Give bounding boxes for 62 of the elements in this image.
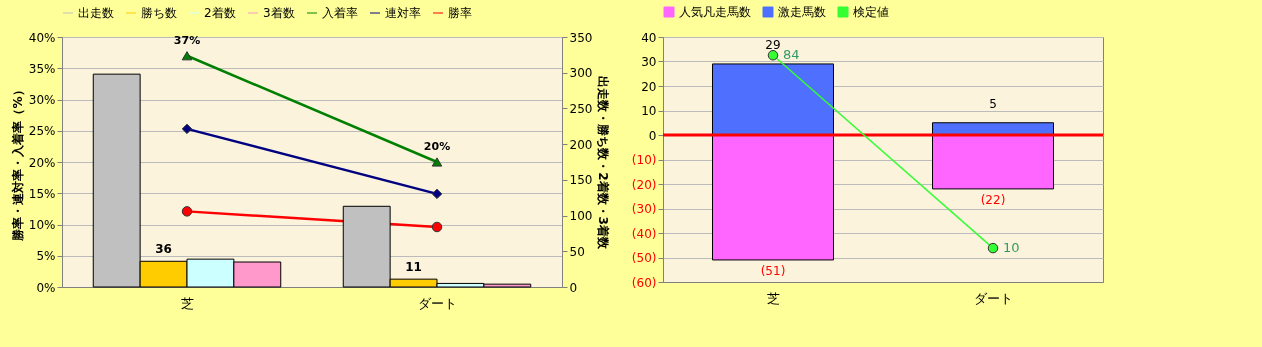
legend-label: 2着数 xyxy=(204,6,236,20)
y2-tick-label: 150 xyxy=(569,173,593,188)
y-tick-label: 20% xyxy=(28,155,56,170)
y-tick-label: 35% xyxy=(28,61,56,76)
y-tick-label: (20) xyxy=(631,177,657,192)
y-tick-label: 30 xyxy=(641,55,657,69)
data-label: 11 xyxy=(405,260,422,275)
x-tick-label: 芝 xyxy=(180,295,194,311)
y-tick-label: 20 xyxy=(641,79,657,94)
y2-tick-label: 50 xyxy=(569,244,585,259)
data-label: 36 xyxy=(155,242,172,257)
data-label: 5 xyxy=(989,96,997,111)
y2-tick-label: 350 xyxy=(569,30,593,45)
point xyxy=(181,206,193,217)
point xyxy=(431,188,443,200)
y2-tick-label: 250 xyxy=(569,101,593,116)
bar xyxy=(712,134,834,261)
y-tick-label: 5% xyxy=(36,249,56,264)
y-tick-label: 15% xyxy=(28,186,56,201)
y-tick-label: 40% xyxy=(28,30,56,45)
y-tick-label: 0% xyxy=(36,280,56,295)
legend-label: 人気凡走馬数 xyxy=(679,5,751,19)
y-tick-label: (10) xyxy=(631,153,657,167)
y2-tick-label: 100 xyxy=(569,209,593,224)
x-tick-label: ダート xyxy=(973,290,1013,306)
y-tick-label: 10% xyxy=(28,218,56,232)
data-label: 10 xyxy=(1003,240,1020,256)
y2-axis-title: 出走数・勝ち数・2着数・3着数 xyxy=(596,76,611,250)
legend-label: 検定値 xyxy=(853,5,889,19)
y-tick-label: (40) xyxy=(631,226,657,241)
y-tick-label: 0 xyxy=(648,128,657,143)
data-label: (51) xyxy=(760,263,786,278)
legend-label: 連対率 xyxy=(385,6,421,20)
y-tick-label: (50) xyxy=(631,251,657,265)
point xyxy=(431,221,443,233)
y-tick-label: 40 xyxy=(641,30,657,45)
y-tick-label: 10 xyxy=(641,104,657,118)
y-tick-label: (60) xyxy=(631,275,657,290)
data-label: 37% xyxy=(173,33,201,47)
data-label: 29 xyxy=(765,37,781,52)
legend-label: 激走馬数 xyxy=(778,5,826,19)
bar xyxy=(932,122,1054,136)
data-label: 84 xyxy=(783,47,800,63)
y2-tick-label: 0 xyxy=(569,280,578,295)
data-label: (22) xyxy=(980,192,1006,207)
y2-tick-label: 300 xyxy=(569,66,593,81)
y2-tick-label: 200 xyxy=(569,137,593,152)
legend-label: 勝ち数 xyxy=(141,6,177,20)
legend-label: 入着率 xyxy=(322,6,358,20)
y-axis-title: 勝率・連対率・入着率（%） xyxy=(10,84,25,242)
y-tick-label: (30) xyxy=(631,202,657,216)
bar xyxy=(932,134,1054,190)
x-tick-label: ダート xyxy=(417,295,457,311)
y-tick-label: 25% xyxy=(28,124,56,139)
x-tick-label: 芝 xyxy=(766,290,780,306)
legend-label: 勝率 xyxy=(448,6,472,20)
y-tick-label: 30% xyxy=(28,93,56,107)
legend-label: 3着数 xyxy=(263,6,295,20)
data-label: 20% xyxy=(423,140,451,153)
legend-label: 出走数 xyxy=(78,6,114,20)
bar xyxy=(712,63,834,136)
point xyxy=(181,123,193,135)
